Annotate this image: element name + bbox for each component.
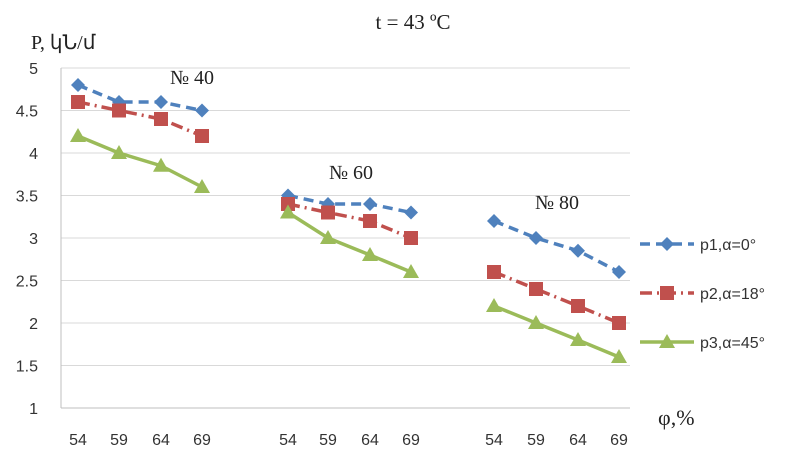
legend: p1,α=0° p2,α=18° p3,α=45°: [640, 237, 765, 352]
data-point: [570, 332, 586, 346]
y-tick-label: 5: [29, 61, 38, 78]
legend-label: p1,α=0°: [700, 237, 756, 254]
y-tick-label: 2.5: [16, 274, 38, 291]
data-point: [194, 179, 210, 193]
group-label: № 80: [535, 192, 579, 214]
data-point: [571, 299, 585, 313]
data-point: [280, 204, 296, 219]
data-point: [529, 282, 543, 296]
group-label: № 40: [170, 67, 214, 89]
data-point: [154, 95, 168, 109]
axes: [60, 68, 630, 409]
data-point: [70, 128, 86, 142]
series-square: [71, 95, 626, 330]
data-point: [528, 315, 544, 329]
data-point: [611, 349, 627, 363]
series-line: [493, 304, 620, 359]
data-point: [111, 145, 127, 159]
series-line: [493, 219, 620, 274]
data-point: [320, 230, 336, 244]
data-point: [487, 214, 501, 228]
y-tick-label: 1: [29, 401, 38, 418]
y-tick-label: 3.5: [16, 189, 38, 206]
data-point: [486, 298, 502, 312]
y-axis-label: P, կՆ/մ: [31, 32, 96, 54]
legend-marker: [659, 334, 675, 348]
data-point: [153, 157, 169, 172]
data-point: [363, 214, 377, 228]
labels-layer: 1 1.5 2 2.5 3 3.5 4 4.5 5 54 59 64 69 № 40 54 59 64 69 № 6…: [16, 61, 628, 449]
y-tick-label: 4.5: [16, 104, 38, 121]
data-point: [529, 231, 543, 245]
data-point: [403, 264, 419, 278]
series-line: [287, 193, 412, 215]
gridlines: [61, 67, 630, 409]
chart-title: t = 43 ºC: [376, 10, 451, 34]
x-tick-label: 59: [527, 432, 545, 449]
data-point: [404, 231, 418, 245]
data-point: [281, 197, 295, 211]
series-triangle: [70, 128, 627, 363]
x-tick-label: 54: [69, 432, 87, 449]
data-point: [612, 316, 626, 330]
y-tick-label: 2: [29, 316, 38, 333]
y-tick-label: 4: [29, 146, 38, 163]
x-tick-label: 64: [361, 432, 379, 449]
data-point: [487, 265, 501, 279]
x-tick-label: 54: [485, 432, 503, 449]
legend-label: p2,α=18°: [700, 286, 765, 303]
x-axis-label: φ,%: [658, 405, 695, 430]
data-point: [404, 205, 418, 220]
series-line: [77, 134, 203, 189]
data-point: [612, 265, 626, 279]
data-point: [71, 78, 85, 92]
legend-marker: [660, 237, 674, 251]
data-point: [321, 205, 335, 220]
data-point: [154, 112, 168, 126]
x-tick-label: 69: [610, 432, 628, 449]
data-point: [362, 247, 378, 261]
group-label: № 60: [329, 162, 373, 184]
series-line: [77, 100, 203, 138]
data-point: [571, 243, 585, 258]
data-point: [363, 197, 377, 211]
x-tick-label: 64: [569, 432, 587, 449]
x-tick-label: 59: [319, 432, 337, 449]
x-tick-label: 69: [193, 432, 211, 449]
data-point: [71, 95, 85, 109]
y-tick-label: 1.5: [16, 359, 38, 376]
series-layer: [70, 78, 627, 363]
x-tick-label: 69: [402, 432, 420, 449]
series-line: [77, 83, 203, 113]
series-diamond: [71, 78, 626, 279]
y-tick-label: 3: [29, 231, 38, 248]
x-tick-label: 64: [152, 432, 170, 449]
data-point: [195, 129, 209, 143]
x-tick-label: 59: [110, 432, 128, 449]
series-line: [287, 211, 412, 274]
legend-label: p3,α=45°: [700, 335, 765, 352]
x-tick-label: 54: [279, 432, 297, 449]
data-point: [112, 103, 126, 118]
data-point: [195, 103, 209, 118]
series-line: [287, 202, 412, 240]
legend-marker: [660, 286, 674, 300]
